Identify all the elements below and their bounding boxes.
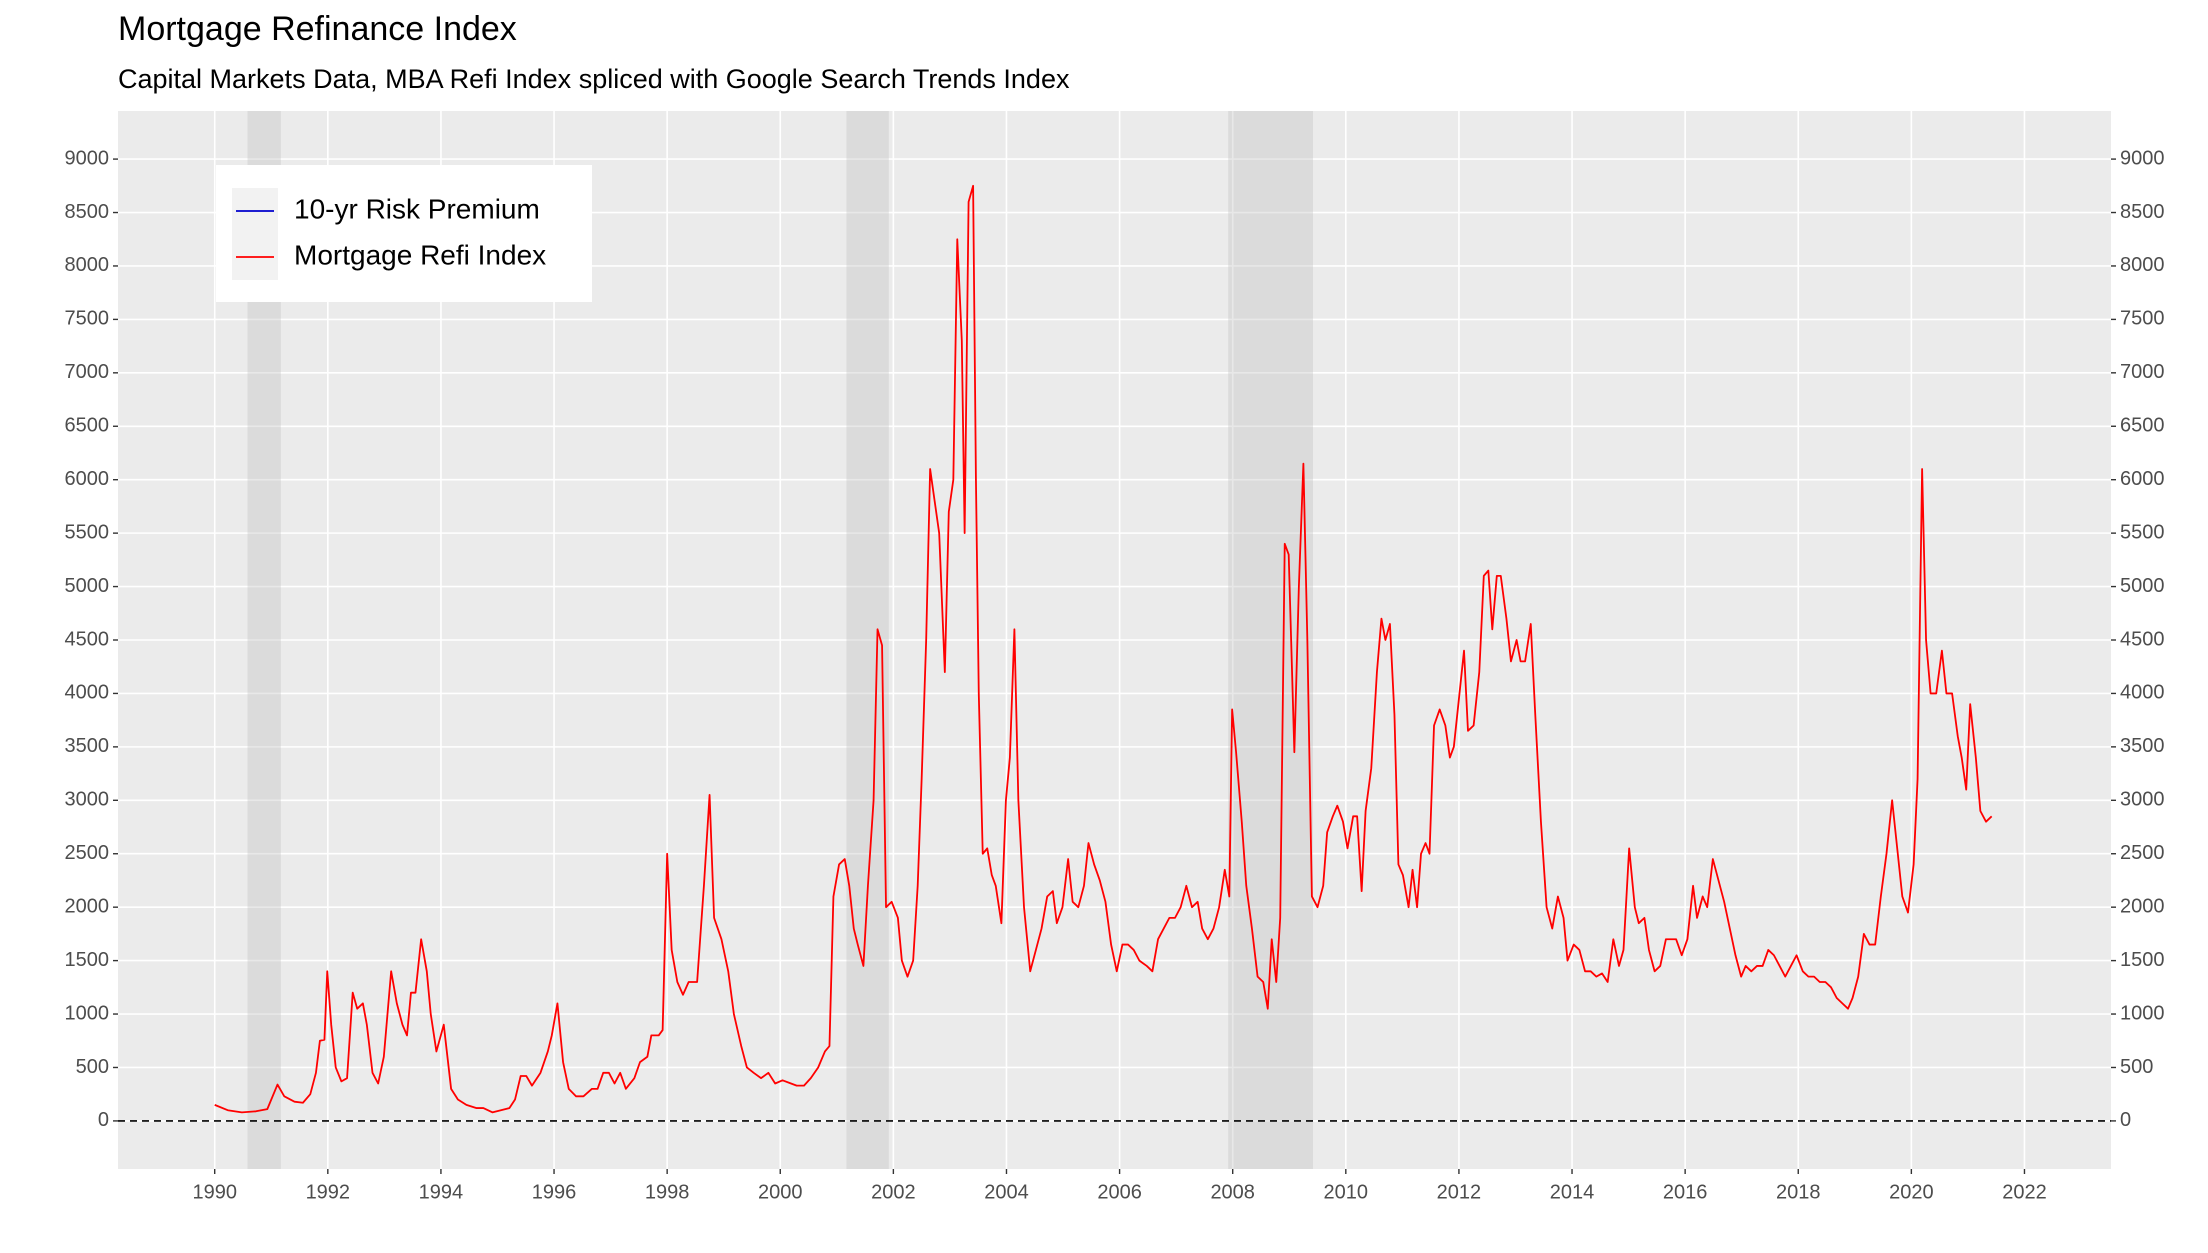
legend-label: 10-yr Risk Premium [294,193,540,224]
x-tick-label: 1990 [192,1181,237,1203]
y2-tick-label: 3500 [2120,735,2165,757]
y-tick-label: 0 [98,1109,109,1131]
x-tick-label: 1992 [306,1181,351,1203]
y-tick-label: 6000 [65,468,110,490]
x-tick-label: 1994 [419,1181,464,1203]
y-tick-label: 5500 [65,521,110,543]
y2-tick-label: 9000 [2120,147,2165,169]
y-tick-label: 2500 [65,842,110,864]
x-tick-label: 2004 [984,1181,1029,1203]
x-tick-label: 2000 [758,1181,803,1203]
y2-tick-label: 7000 [2120,361,2165,383]
data-line [214,184,1993,1114]
y-tick-label: 5000 [65,575,110,597]
y2-tick-label: 5000 [2120,575,2165,597]
legend-box [216,165,592,302]
y2-tick-label: 1000 [2120,1002,2165,1024]
y2-tick-label: 4500 [2120,628,2165,650]
chart-title: Mortgage Refinance Index [118,10,517,48]
y-tick-label: 1500 [65,949,110,971]
shaded-range [1228,111,1314,1169]
y2-tick-label: 2500 [2120,842,2165,864]
y2-tick-label: 4000 [2120,682,2165,704]
shaded-range [846,111,889,1169]
y2-tick-label: 8000 [2120,254,2165,276]
y-tick-label: 3000 [65,789,110,811]
chart-subtitle: Capital Markets Data, MBA Refi Index spl… [118,64,1070,94]
legend-label: Mortgage Refi Index [294,239,546,270]
x-tick-label: 2006 [1097,1181,1142,1203]
y-tick-label: 3500 [65,735,110,757]
x-tick-label: 2020 [1889,1181,1934,1203]
x-tick-label: 1996 [532,1181,577,1203]
x-tick-label: 2016 [1663,1181,1708,1203]
y-tick-label: 1000 [65,1002,110,1024]
x-tick-label: 2022 [2002,1181,2047,1203]
legend: 10-yr Risk Premium Mortgage Refi Index [216,165,592,302]
y-tick-label: 2000 [65,895,110,917]
y-tick-label: 9000 [65,147,110,169]
y-tick-label: 8000 [65,254,110,276]
x-tick-label: 2002 [871,1181,916,1203]
x-tick-label: 2018 [1776,1181,1821,1203]
y-tick-label: 4000 [65,682,110,704]
y-tick-label: 4500 [65,628,110,650]
y-tick-label: 500 [76,1056,109,1078]
x-tick-label: 2010 [1324,1181,1369,1203]
y2-tick-label: 5500 [2120,521,2165,543]
x-tick-label: 2014 [1550,1181,1595,1203]
x-tick-label: 2008 [1210,1181,1255,1203]
y-tick-label: 8500 [65,201,110,223]
x-tick-label: 2012 [1437,1181,1482,1203]
y-tick-label: 7500 [65,308,110,330]
y2-tick-label: 1500 [2120,949,2165,971]
y2-tick-label: 7500 [2120,308,2165,330]
y2-tick-label: 500 [2120,1056,2153,1078]
y2-tick-label: 3000 [2120,789,2165,811]
y2-tick-label: 6500 [2120,415,2165,437]
y2-tick-label: 6000 [2120,468,2165,490]
y2-tick-label: 8500 [2120,201,2165,223]
y-tick-label: 7000 [65,361,110,383]
y2-tick-label: 0 [2120,1109,2131,1131]
x-tick-label: 1998 [645,1181,690,1203]
y2-tick-label: 2000 [2120,895,2165,917]
y-tick-label: 6500 [65,415,110,437]
